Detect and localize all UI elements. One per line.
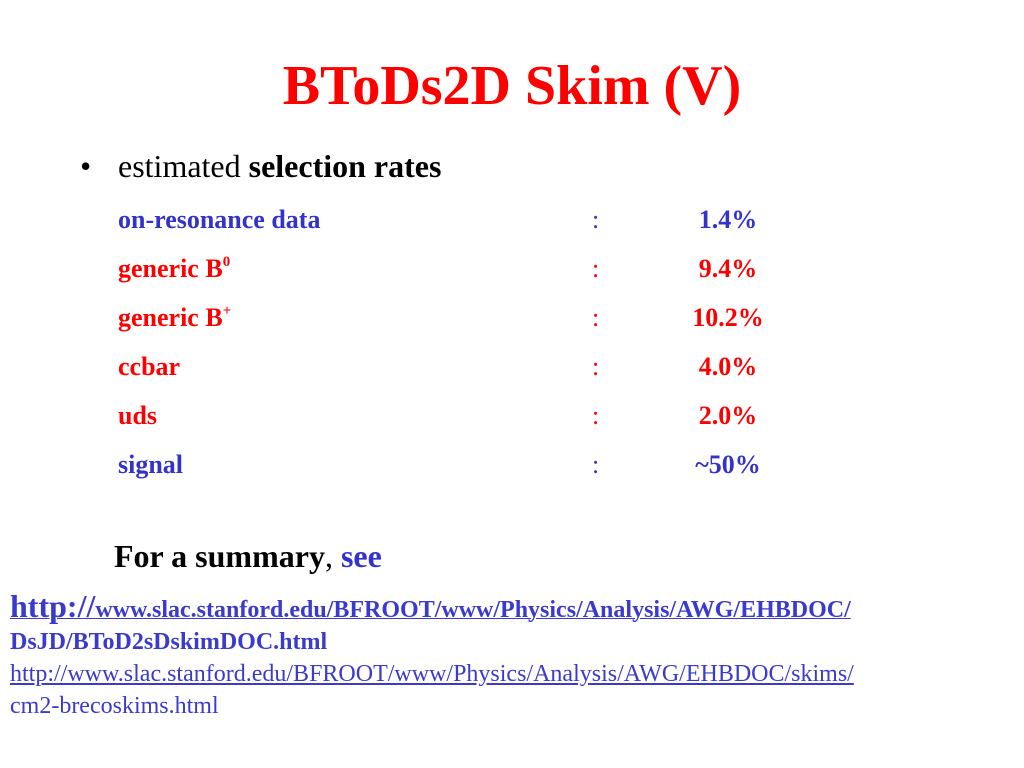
rate-value: 9.4%	[698, 254, 758, 283]
bullet-dot-icon: •	[80, 148, 92, 184]
rate-value: 10.2%	[692, 303, 764, 332]
rate-separator: :	[592, 205, 600, 234]
rate-separator: :	[592, 303, 600, 332]
rate-row: generic B0: 9.4%	[118, 254, 818, 284]
summary-line: For a summary, see	[114, 540, 382, 572]
rate-row: uds: 2.0%	[118, 401, 818, 431]
rate-label: uds	[118, 401, 158, 430]
link-2-line-2: cm2-brecoskims.html	[10, 693, 219, 719]
summary-comma: ,	[324, 538, 333, 574]
summary-link-2[interactable]: http://www.slac.stanford.edu/BFROOT/www/…	[10, 662, 1015, 718]
bullet-text-bold: selection rates	[248, 148, 442, 184]
rate-label: signal	[118, 450, 184, 479]
rate-separator: :	[592, 352, 600, 381]
rate-row: generic B+: 10.2%	[118, 303, 818, 333]
rate-separator: :	[592, 401, 600, 430]
summary-see: see	[340, 538, 382, 574]
summary-link-2-anchor[interactable]: http://www.slac.stanford.edu/BFROOT/www/…	[10, 661, 854, 719]
rate-label: on-resonance data	[118, 205, 321, 234]
summary-text: For a summary	[114, 538, 325, 574]
rate-value: 1.4%	[698, 205, 758, 234]
rate-row: on-resonance data: 1.4%	[118, 205, 818, 235]
rate-label-superscript: +	[222, 303, 232, 319]
rate-value: 4.0%	[698, 352, 758, 381]
rate-label-superscript: 0	[222, 254, 231, 270]
bullet-item: • estimated selection rates	[80, 150, 441, 182]
rate-row: signal: ~50%	[118, 450, 818, 480]
link-1-line-2: DsJD/BToD2sDskimDOC.html	[10, 629, 328, 655]
bullet-text-normal: estimated	[118, 148, 241, 184]
rate-value: 2.0%	[698, 401, 758, 430]
rate-separator: :	[592, 254, 600, 283]
rate-label: generic B+	[118, 303, 232, 332]
link-1-prefix: http://	[10, 588, 96, 624]
summary-link-1[interactable]: http://www.slac.stanford.edu/BFROOT/www/…	[10, 590, 1015, 654]
rate-row: ccbar: 4.0%	[118, 352, 818, 382]
summary-link-1-anchor[interactable]: http://www.slac.stanford.edu/BFROOT/www/…	[10, 590, 851, 655]
rate-label: generic B0	[118, 254, 231, 283]
slide-title: BToDs2D Skim (V)	[282, 55, 742, 117]
link-2-line-1: http://www.slac.stanford.edu/BFROOT/www/…	[10, 661, 854, 687]
rate-label: ccbar	[118, 352, 181, 381]
rate-value: ~50%	[695, 450, 761, 479]
link-1-line-1: www.slac.stanford.edu/BFROOT/www/Physics…	[95, 597, 851, 623]
rate-separator: :	[592, 450, 600, 479]
